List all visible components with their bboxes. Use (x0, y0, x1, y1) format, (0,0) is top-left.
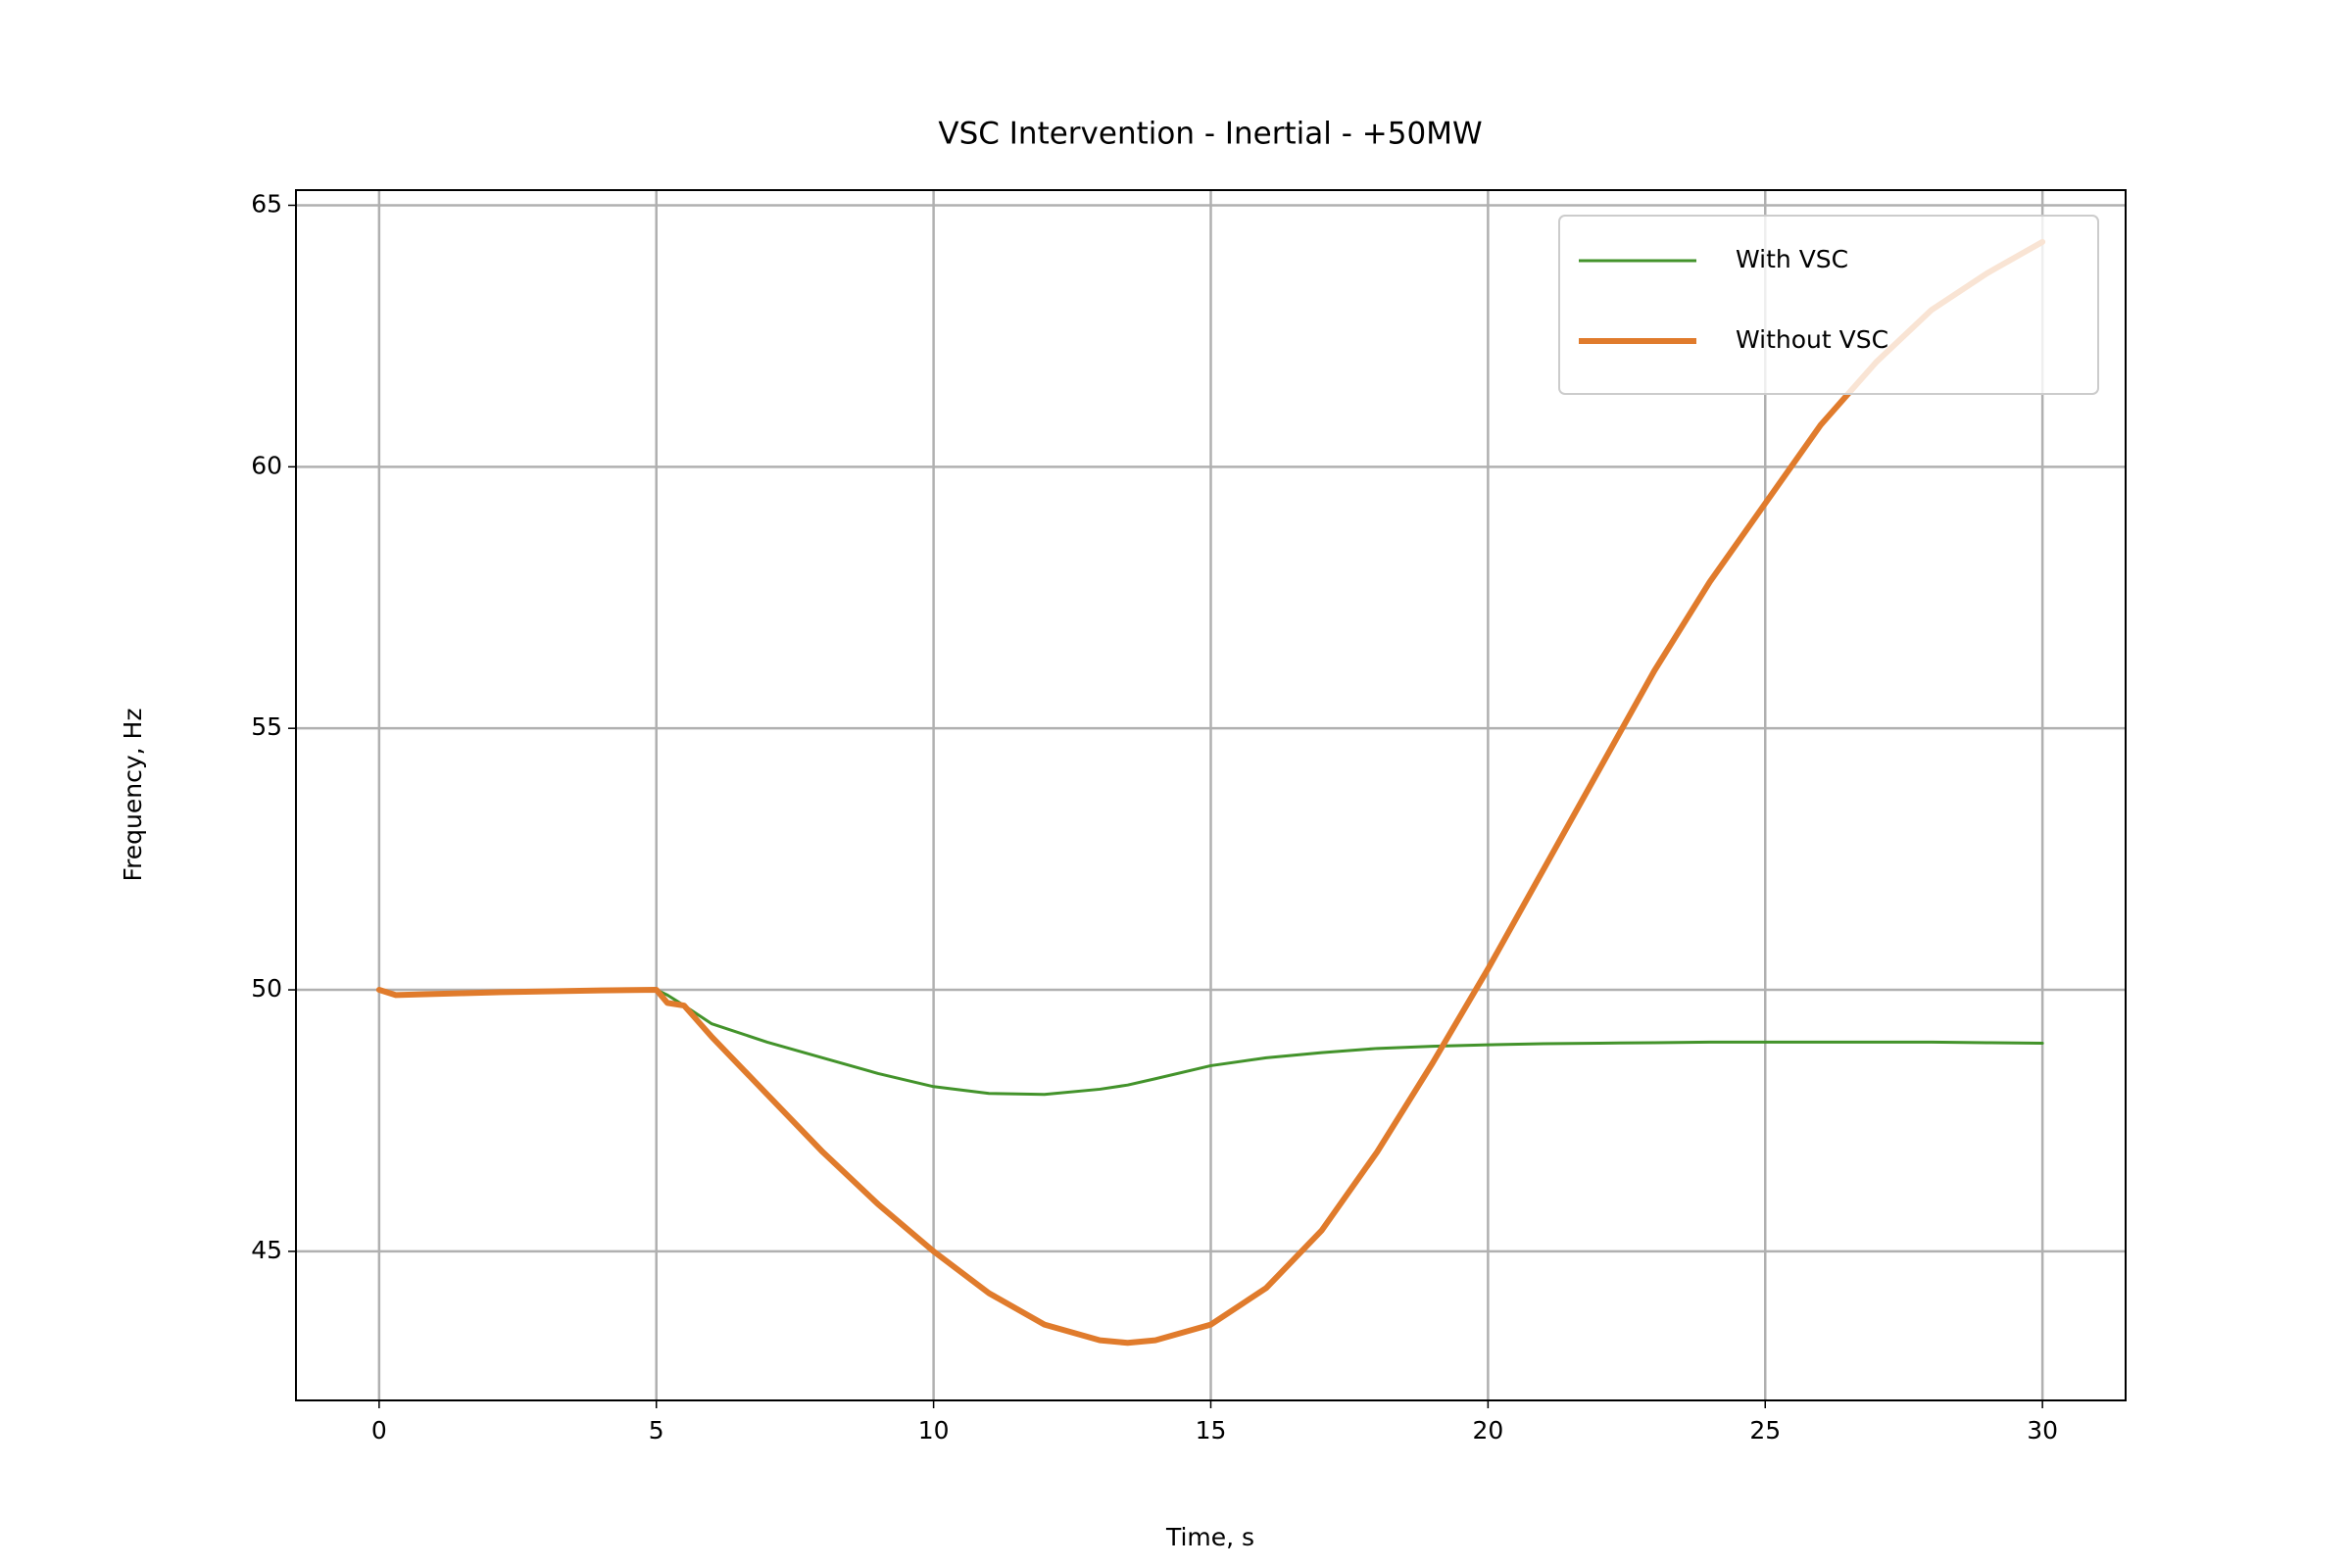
plot-frame (295, 189, 2127, 1401)
x-tick-label: 0 (371, 1416, 387, 1445)
x-tick-label: 20 (1472, 1416, 1503, 1445)
y-tick-label: 65 (251, 189, 282, 218)
chart-title: VSC Intervention - Inertial - +50MW (938, 117, 1482, 152)
legend-box (1558, 215, 2099, 395)
y-tick-label: 50 (251, 974, 282, 1003)
legend-label: With VSC (1736, 245, 1848, 273)
x-tick-label: 5 (649, 1416, 664, 1445)
x-tick-label: 10 (918, 1416, 950, 1445)
x-tick-label: 15 (1196, 1416, 1227, 1445)
y-tick-label: 55 (251, 712, 282, 741)
y-tick-label: 45 (251, 1236, 282, 1264)
x-tick-label: 25 (1749, 1416, 1781, 1445)
legend-label: Without VSC (1736, 325, 1888, 354)
data-line (375, 238, 2046, 1347)
y-tick-label: 60 (251, 451, 282, 479)
y-axis-label: Frequency, Hz (119, 709, 147, 882)
x-tick-label: 30 (2027, 1416, 2058, 1445)
x-axis-label: Time, s (1165, 1523, 1254, 1551)
